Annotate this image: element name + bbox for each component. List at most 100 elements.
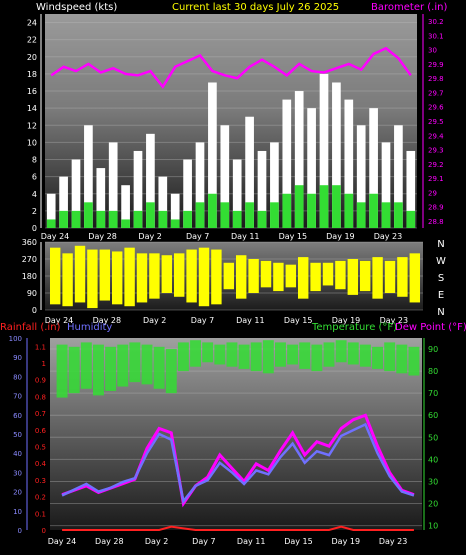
direction-band [62, 253, 73, 307]
wind-y-tick-label: 16 [27, 87, 37, 96]
wind-x-tick-label: Day 19 [326, 232, 355, 241]
direction-band [186, 249, 197, 303]
rainfall-y-tick-label: 0.9 [35, 377, 46, 385]
wind-avg-bar [394, 202, 403, 228]
temperature-y-tick-label: 90 [428, 345, 438, 354]
barometer-y-tick-label: 29.5 [428, 118, 444, 126]
temperature-range-band [226, 342, 238, 367]
wind-avg-bar [183, 210, 192, 228]
wind-x-tick-label: Day 7 [186, 232, 209, 241]
compass-label: E [438, 290, 444, 301]
wind-x-tick-label: Day 28 [88, 232, 117, 241]
wind-y-tick-label: 0 [32, 224, 37, 233]
wind-avg-bar [381, 202, 391, 228]
temperature-range-band [93, 344, 104, 396]
wind-max-bar [59, 176, 68, 228]
barometer-y-tick-label: 28.9 [428, 204, 444, 212]
wind-max-bar [294, 91, 304, 228]
wind-avg-bar [146, 202, 155, 228]
direction-band [397, 257, 408, 297]
temperature-title: Temperature (°F) [311, 322, 397, 333]
wind-avg-bar [96, 210, 106, 228]
wind-x-tick-label: Day 2 [138, 232, 161, 241]
wind-gridlines [45, 22, 417, 229]
temperature-x-tick-label: Day 28 [95, 537, 124, 546]
temperature-y-tick-label: 40 [428, 455, 438, 464]
wind-y-tick-label: 4 [32, 190, 37, 199]
wind-y-tick-label: 12 [27, 121, 37, 130]
temperature-range-band [214, 344, 226, 365]
temperature-range-band [202, 342, 214, 363]
direction-band [310, 262, 321, 292]
barometer-y-tick-label: 30.2 [428, 18, 444, 26]
direction-band [235, 255, 247, 299]
compass-label: N [437, 239, 444, 250]
direction-y-tick-label: 90 [27, 289, 37, 298]
wind-max-bar [96, 168, 106, 228]
wind-avg-bar [46, 219, 56, 228]
direction-band [297, 257, 309, 299]
wind-axes: 02468101214161820222428.828.92929.129.22… [27, 14, 444, 241]
humidity-y-tick-label: 10 [13, 508, 22, 516]
direction-x-tick-label: Day 24 [45, 316, 74, 325]
wind-x-tick-label: Day 11 [231, 232, 260, 241]
wind-max-bar [170, 193, 180, 228]
dewpoint-line [61, 413, 415, 508]
wind-avg-bar [195, 202, 205, 228]
wind-max-bar [133, 150, 143, 228]
direction-band [49, 247, 61, 305]
barometer-line [50, 46, 412, 89]
direction-band [372, 257, 383, 299]
wind-max-bar [158, 176, 168, 228]
direction-band [409, 253, 421, 303]
wind-y-tick-label: 6 [32, 173, 37, 182]
wind-max-bar [394, 125, 403, 228]
temperature-x-tick-label: Day 7 [192, 537, 215, 546]
wind-avg-bar [282, 193, 292, 228]
wind-max-bar [356, 125, 366, 228]
wind-avg-bar [59, 210, 68, 228]
barometer-y-tick-label: 29.7 [428, 89, 444, 97]
temperature-range-band [105, 346, 117, 391]
temperature-x-tick-label: Day 23 [379, 537, 408, 546]
temperature-range-band [177, 342, 189, 372]
direction-band [173, 253, 185, 297]
temperature-range-band [275, 342, 286, 367]
barometer-y-tick-label: 29 [428, 189, 437, 197]
wind-max-bar [108, 142, 118, 228]
rainfall-y-tick-label: 0.1 [35, 510, 46, 518]
temperature-x-tick-label: Day 19 [332, 537, 361, 546]
temperature-x-tick-label: Day 24 [48, 537, 77, 546]
humidity-y-tick-label: 40 [13, 450, 22, 458]
temperature-range-band [408, 346, 420, 376]
temperature-range-band [372, 346, 383, 369]
wind-y-tick-label: 14 [27, 104, 37, 113]
wind-avg-bar [220, 202, 230, 228]
wind-max-bar [406, 150, 416, 228]
temperature-range-band [190, 340, 201, 367]
wind-max-bar [46, 193, 56, 228]
direction-band [260, 260, 272, 288]
temperature-y-tick-label: 10 [428, 522, 438, 531]
rainfall-y-tick-label: 0.2 [35, 494, 46, 502]
humidity-y-tick-label: 50 [13, 431, 22, 439]
temperature-range-band [287, 344, 299, 365]
wind-avg-bar [170, 219, 180, 228]
wind-y-tick-label: 2 [32, 207, 37, 216]
temperature-range-band [335, 340, 347, 363]
wind-y-tick-label: 22 [27, 36, 37, 45]
barometer-y-tick-label: 29.8 [428, 75, 444, 83]
direction-y-tick-label: 360 [22, 238, 37, 247]
wind-x-tick-label: Day 15 [279, 232, 308, 241]
wind-max-bar [332, 82, 341, 228]
temperature-y-tick-label: 70 [428, 389, 438, 398]
temperature-range-band [262, 340, 274, 374]
wind-avg-bar [344, 193, 354, 228]
rainfall-y-tick-label: 0.5 [35, 444, 46, 452]
temperature-x-tick-label: Day 11 [237, 537, 266, 546]
temperature-range-band [250, 342, 262, 372]
direction-band [111, 251, 123, 305]
humidity-y-tick-label: 30 [13, 469, 22, 477]
wind-max-bar [146, 133, 155, 228]
